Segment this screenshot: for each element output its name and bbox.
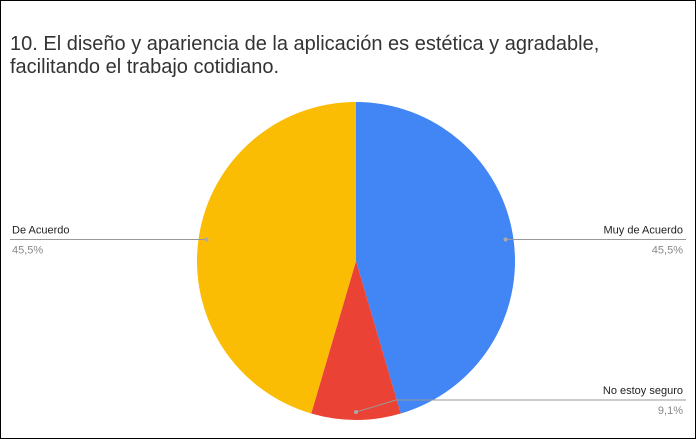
- chart-title: 10. El diseño y apariencia de la aplicac…: [10, 33, 600, 78]
- leader-dot: [503, 237, 508, 242]
- leader-dot: [354, 410, 358, 415]
- pie-slice: [196, 102, 356, 414]
- slice-label: No estoy seguro: [603, 385, 683, 397]
- slice-label: Muy de Acuerdo: [604, 224, 684, 236]
- slice-value-label: 45,5%: [12, 244, 43, 256]
- slice-label: De Acuerdo: [12, 224, 69, 236]
- leader-dot: [204, 237, 209, 242]
- pie-slice: [311, 261, 401, 421]
- leader-line: [355, 399, 686, 413]
- slice-value-label: 9,1%: [658, 405, 683, 417]
- pie-slice: [356, 102, 515, 414]
- slice-value-label: 45,5%: [652, 244, 683, 256]
